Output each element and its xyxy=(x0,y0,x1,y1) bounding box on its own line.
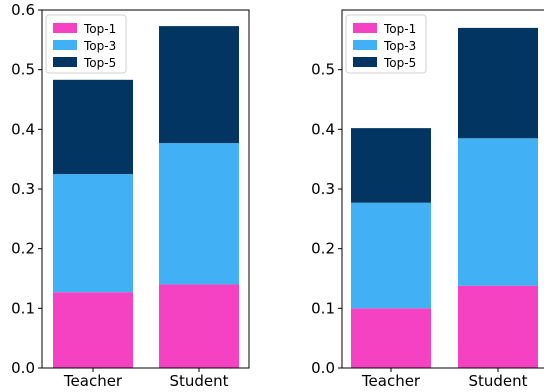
y-tick-label: 0.5 xyxy=(11,61,35,79)
y-tick-label: 0.1 xyxy=(11,299,35,317)
x-tick-label-student: Student xyxy=(169,372,228,390)
bar-top-1-student xyxy=(159,284,239,368)
y-tick-label: 0.3 xyxy=(11,180,35,198)
legend-label-top-3: Top-3 xyxy=(383,39,416,53)
y-tick-label: 0.0 xyxy=(11,359,35,377)
y-tick-label: 0.1 xyxy=(311,299,335,317)
bar-top-5-student xyxy=(458,27,538,139)
bar-top-5-teacher xyxy=(53,79,133,175)
y-tick-label: 0.2 xyxy=(311,240,335,258)
legend-swatch-top-5 xyxy=(353,57,377,67)
legend-swatch-top-1 xyxy=(353,23,377,33)
x-tick-label-student: Student xyxy=(468,372,527,390)
x-tick-label-teacher: Teacher xyxy=(361,372,421,390)
legend-swatch-top-3 xyxy=(53,40,77,50)
y-tick-label: 0.2 xyxy=(11,240,35,258)
legend: Top-1 Top-3 Top-5 xyxy=(345,14,427,74)
legend-label-top-5: Top-5 xyxy=(83,56,116,70)
y-tick-label: 0.4 xyxy=(311,120,335,138)
legend-label-top-5: Top-5 xyxy=(383,56,416,70)
y-tick-label: 0.4 xyxy=(11,120,35,138)
bar-top-3-student xyxy=(458,138,538,286)
bar-top-3-student xyxy=(159,143,239,285)
legend: Top-1 Top-3 Top-5 xyxy=(45,14,127,74)
legend-swatch-top-3 xyxy=(353,40,377,50)
bar-top-3-teacher xyxy=(53,174,133,293)
y-tick-label: 0.6 xyxy=(11,1,35,19)
bar-top-1-teacher xyxy=(53,292,133,368)
bar-top-1-student xyxy=(458,285,538,368)
chart-panel-left: 0.0 0.1 0.2 0.3 0.4 0.5 0.6 Teacher Student Top-1… xyxy=(11,1,250,390)
bar-top-5-teacher xyxy=(351,128,431,203)
bar-top-3-teacher xyxy=(351,202,431,309)
bar-top-5-student xyxy=(159,26,239,144)
legend-label-top-3: Top-3 xyxy=(83,39,116,53)
legend-swatch-top-1 xyxy=(53,23,77,33)
y-tick-label: 0.0 xyxy=(311,359,335,377)
bar-top-1-teacher xyxy=(351,308,431,368)
y-tick-label: 0.5 xyxy=(311,61,335,79)
legend-swatch-top-5 xyxy=(53,57,77,67)
x-tick-label-teacher: Teacher xyxy=(63,372,123,390)
y-tick-label: 0.3 xyxy=(311,180,335,198)
legend-label-top-1: Top-1 xyxy=(83,22,116,36)
legend-label-top-1: Top-1 xyxy=(383,22,416,36)
